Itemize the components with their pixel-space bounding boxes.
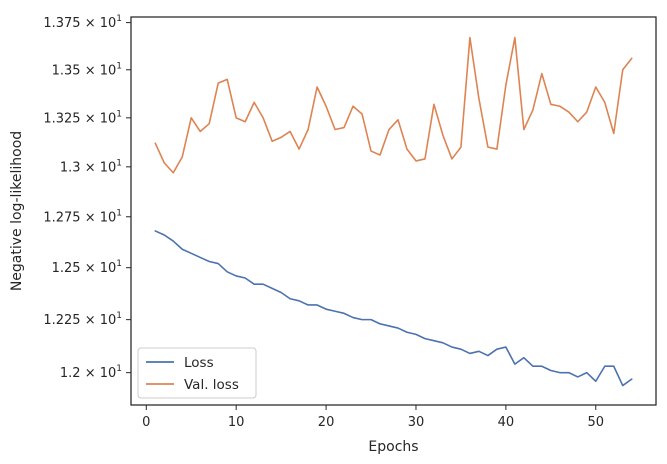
legend-label: Loss — [184, 355, 214, 371]
x-tick-label: 50 — [587, 415, 604, 430]
legend-label: Val. loss — [184, 377, 239, 393]
y-tick-label: 1.2 × 101 — [60, 364, 122, 381]
series-line-val-loss — [154, 36, 633, 174]
series-layer — [154, 36, 633, 387]
x-axis-label: Epochs — [368, 439, 418, 455]
y-tick-label: 1.225 × 101 — [43, 311, 122, 328]
x-tick-label: 30 — [408, 415, 425, 430]
x-tick-label: 10 — [228, 415, 245, 430]
x-axis-ticks: 0 10 20 30 40 50 — [142, 405, 604, 430]
x-tick-label: 40 — [498, 415, 515, 430]
legend-box — [137, 347, 257, 399]
x-tick-label: 0 — [142, 415, 150, 430]
legend: Loss Val. loss — [137, 347, 257, 399]
y-axis-label: Negative log-likelihood — [9, 131, 25, 291]
y-axis-ticks: 1.2 × 101 1.225 × 101 1.25 × 101 1.275 × 10… — [43, 14, 131, 381]
y-tick-label: 1.25 × 101 — [52, 259, 122, 276]
y-tick-label: 1.325 × 101 — [43, 109, 122, 126]
y-tick-label: 1.275 × 101 — [43, 208, 122, 225]
plot-frame — [130, 16, 657, 406]
y-tick-label: 1.35 × 101 — [52, 61, 122, 78]
series-line-loss — [154, 230, 633, 387]
y-tick-label: 1.375 × 101 — [43, 14, 122, 31]
y-tick-label: 1.3 × 101 — [60, 158, 122, 175]
x-tick-label: 20 — [318, 415, 335, 430]
